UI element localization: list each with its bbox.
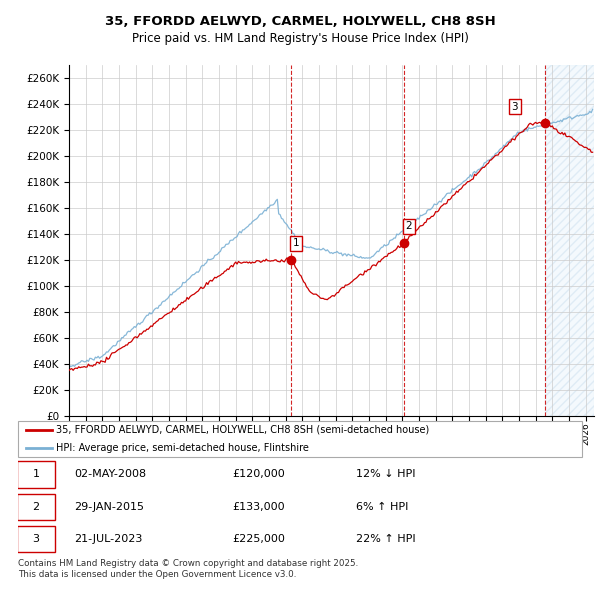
Text: 6% ↑ HPI: 6% ↑ HPI (356, 502, 409, 512)
Text: £225,000: £225,000 (232, 535, 285, 544)
FancyBboxPatch shape (17, 494, 55, 520)
Text: 35, FFORDD AELWYD, CARMEL, HOLYWELL, CH8 8SH: 35, FFORDD AELWYD, CARMEL, HOLYWELL, CH8… (104, 15, 496, 28)
FancyBboxPatch shape (17, 526, 55, 552)
Text: 2: 2 (406, 221, 412, 231)
Text: 29-JAN-2015: 29-JAN-2015 (74, 502, 145, 512)
Text: 3: 3 (32, 535, 40, 544)
Text: 35, FFORDD AELWYD, CARMEL, HOLYWELL, CH8 8SH (semi-detached house): 35, FFORDD AELWYD, CARMEL, HOLYWELL, CH8… (56, 425, 430, 435)
Text: 2: 2 (32, 502, 40, 512)
Text: 02-MAY-2008: 02-MAY-2008 (74, 470, 146, 479)
Text: 3: 3 (512, 101, 518, 112)
Bar (545, 65, 594, 416)
FancyBboxPatch shape (18, 421, 582, 457)
Bar (545, 65, 594, 416)
Text: 21-JUL-2023: 21-JUL-2023 (74, 535, 143, 544)
FancyBboxPatch shape (17, 461, 55, 487)
Text: 22% ↑ HPI: 22% ↑ HPI (356, 535, 416, 544)
Text: £133,000: £133,000 (232, 502, 285, 512)
Text: 12% ↓ HPI: 12% ↓ HPI (356, 470, 416, 479)
Text: 1: 1 (293, 238, 299, 248)
Text: Price paid vs. HM Land Registry's House Price Index (HPI): Price paid vs. HM Land Registry's House … (131, 32, 469, 45)
Text: 1: 1 (32, 470, 40, 479)
Text: Contains HM Land Registry data © Crown copyright and database right 2025.
This d: Contains HM Land Registry data © Crown c… (18, 559, 358, 579)
Text: £120,000: £120,000 (232, 470, 285, 479)
Text: HPI: Average price, semi-detached house, Flintshire: HPI: Average price, semi-detached house,… (56, 443, 309, 453)
